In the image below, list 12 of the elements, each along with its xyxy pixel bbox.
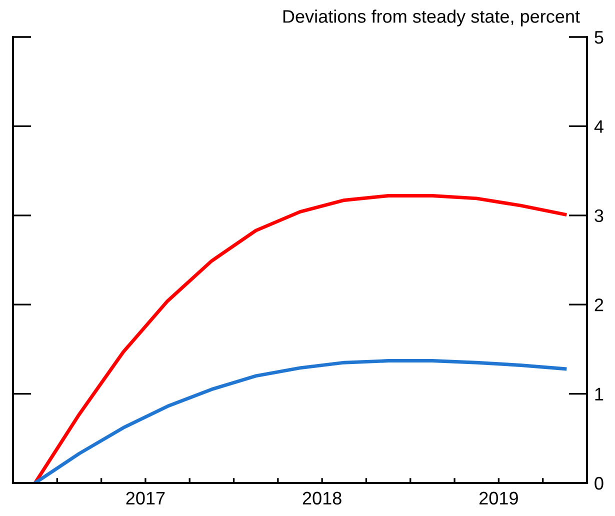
x-tick-label: 2018 bbox=[302, 492, 342, 505]
y-tick-label: 1 bbox=[595, 388, 604, 400]
y-tick-label: 0 bbox=[594, 476, 604, 490]
line-series bbox=[33, 194, 567, 483]
y-tick-label: 5 bbox=[594, 31, 604, 44]
y-axis-title: Deviations from steady state, percent bbox=[283, 10, 580, 26]
line-series bbox=[33, 359, 567, 483]
x-tick-label: 2019 bbox=[480, 492, 518, 505]
y-tick-label: 4 bbox=[594, 120, 604, 133]
y-tick-label: 3 bbox=[594, 209, 604, 222]
x-tick-label: 2017 bbox=[126, 492, 165, 505]
y-tick-label: 2 bbox=[594, 298, 604, 312]
